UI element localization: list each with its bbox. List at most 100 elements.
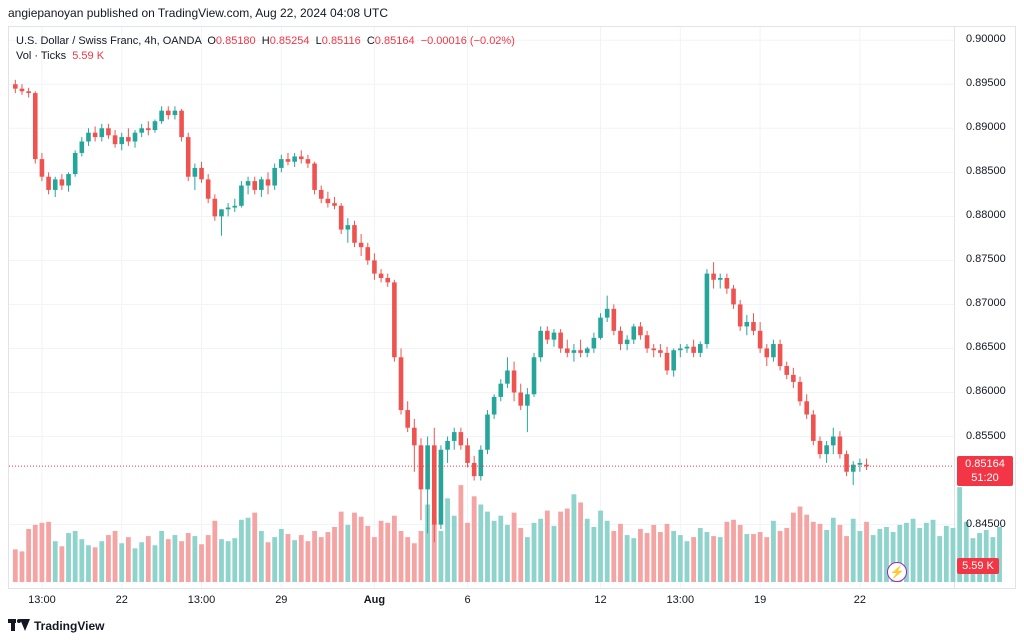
- candle-body: [598, 317, 603, 338]
- volume-bar: [870, 535, 876, 582]
- volume-bar: [26, 528, 32, 582]
- candle-body: [558, 332, 563, 349]
- time-tick-label: 29: [275, 594, 288, 606]
- volume-bar: [445, 498, 450, 582]
- candle-body: [764, 348, 770, 358]
- candle-body: [179, 110, 184, 138]
- volume-bar: [943, 525, 949, 582]
- volume-bar: [59, 546, 65, 582]
- volume-bar: [511, 512, 517, 582]
- price-tick-label: 0.86000: [966, 385, 1006, 398]
- candle-body: [13, 84, 18, 89]
- candle-body: [551, 332, 557, 340]
- candle-body: [425, 445, 430, 490]
- time-tick-label: 13:00: [666, 594, 695, 606]
- candle-body: [824, 445, 829, 455]
- volume-bar: [405, 537, 411, 582]
- candle-body: [146, 128, 151, 131]
- candle-body: [152, 121, 158, 131]
- candle-body: [232, 205, 238, 208]
- volume-bar: [318, 537, 324, 582]
- volume-bar: [731, 519, 736, 582]
- candle-body: [465, 445, 470, 463]
- candle-body: [811, 414, 816, 441]
- volume-bar: [498, 515, 504, 582]
- price-tick-label: 0.86500: [966, 341, 1006, 354]
- candle-body: [199, 167, 204, 180]
- open-label: O: [207, 35, 216, 47]
- candle-body: [704, 273, 710, 345]
- volume-bar: [485, 511, 490, 582]
- candle-body: [159, 110, 164, 122]
- candle-body: [485, 414, 490, 450]
- candle-body: [784, 366, 790, 375]
- volume-bar: [824, 529, 830, 582]
- candle-body: [332, 203, 337, 206]
- candle-body: [511, 370, 517, 393]
- volume-bar: [298, 535, 304, 582]
- low-value: 0.85116: [321, 35, 361, 47]
- candle-body: [837, 436, 843, 455]
- tradingview-footer: TradingView: [8, 619, 104, 633]
- volume-bar: [578, 502, 583, 582]
- candle-body: [52, 179, 58, 190]
- volume-bar: [232, 538, 238, 582]
- candle-body: [691, 346, 696, 353]
- candle-body: [372, 260, 377, 274]
- volume-bar: [219, 539, 224, 582]
- candle-body: [392, 282, 397, 358]
- candle-body: [671, 350, 676, 371]
- volume-bar: [671, 531, 677, 582]
- volume-bar: [830, 517, 836, 582]
- volume-bar: [631, 538, 637, 582]
- volume-bar: [46, 521, 51, 582]
- candle-body: [325, 198, 331, 204]
- brand-label: TradingView: [34, 619, 105, 633]
- time-tick-label: 12: [594, 594, 607, 606]
- volume-bar: [345, 524, 351, 582]
- volume-bar: [531, 522, 537, 582]
- symbol-label: U.S. Dollar / Swiss Franc, 4h, OANDA: [16, 35, 202, 47]
- candle-body: [59, 179, 65, 186]
- candle-body: [697, 344, 703, 353]
- candle-body: [864, 464, 869, 467]
- candle-body: [578, 350, 583, 353]
- candle-body: [564, 348, 570, 353]
- candle-body: [279, 159, 284, 168]
- volume-bar: [385, 522, 391, 582]
- volume-bar: [292, 540, 298, 582]
- candle-body: [225, 207, 231, 210]
- candle-body: [132, 132, 138, 142]
- volume-bar: [451, 515, 457, 582]
- volume-bar: [119, 543, 125, 582]
- price-tick-label: 0.87500: [966, 253, 1006, 266]
- chart-area[interactable]: [8, 26, 955, 589]
- volume-bar: [624, 535, 630, 582]
- volume-bar: [524, 537, 530, 582]
- volume-bar: [923, 522, 929, 582]
- candle-body: [531, 357, 537, 395]
- volume-bar: [910, 518, 916, 582]
- volume-bar: [638, 528, 643, 582]
- volume-bar: [604, 520, 610, 582]
- candle-body: [398, 357, 404, 411]
- candle-body: [385, 277, 391, 283]
- volume-bar: [66, 533, 71, 582]
- lightning-icon[interactable]: ⚡: [887, 562, 907, 582]
- volume-bar: [478, 504, 484, 582]
- time-tick-label: 13:00: [187, 594, 216, 606]
- candle-body: [744, 322, 750, 327]
- price-tick-label: 0.89500: [966, 77, 1006, 90]
- volume-bar: [544, 510, 550, 582]
- volume-bar: [12, 549, 18, 582]
- time-tick-label: Aug: [363, 594, 386, 606]
- candle-body: [272, 167, 277, 186]
- candle-body: [192, 167, 198, 177]
- volume-bar: [285, 534, 291, 582]
- candle-body: [631, 326, 637, 340]
- volume-bar: [358, 516, 364, 582]
- volume-bar: [850, 518, 856, 582]
- time-tick-label: 13:00: [28, 594, 56, 606]
- volume-bar: [338, 511, 344, 582]
- price-axis[interactable]: [955, 26, 1016, 589]
